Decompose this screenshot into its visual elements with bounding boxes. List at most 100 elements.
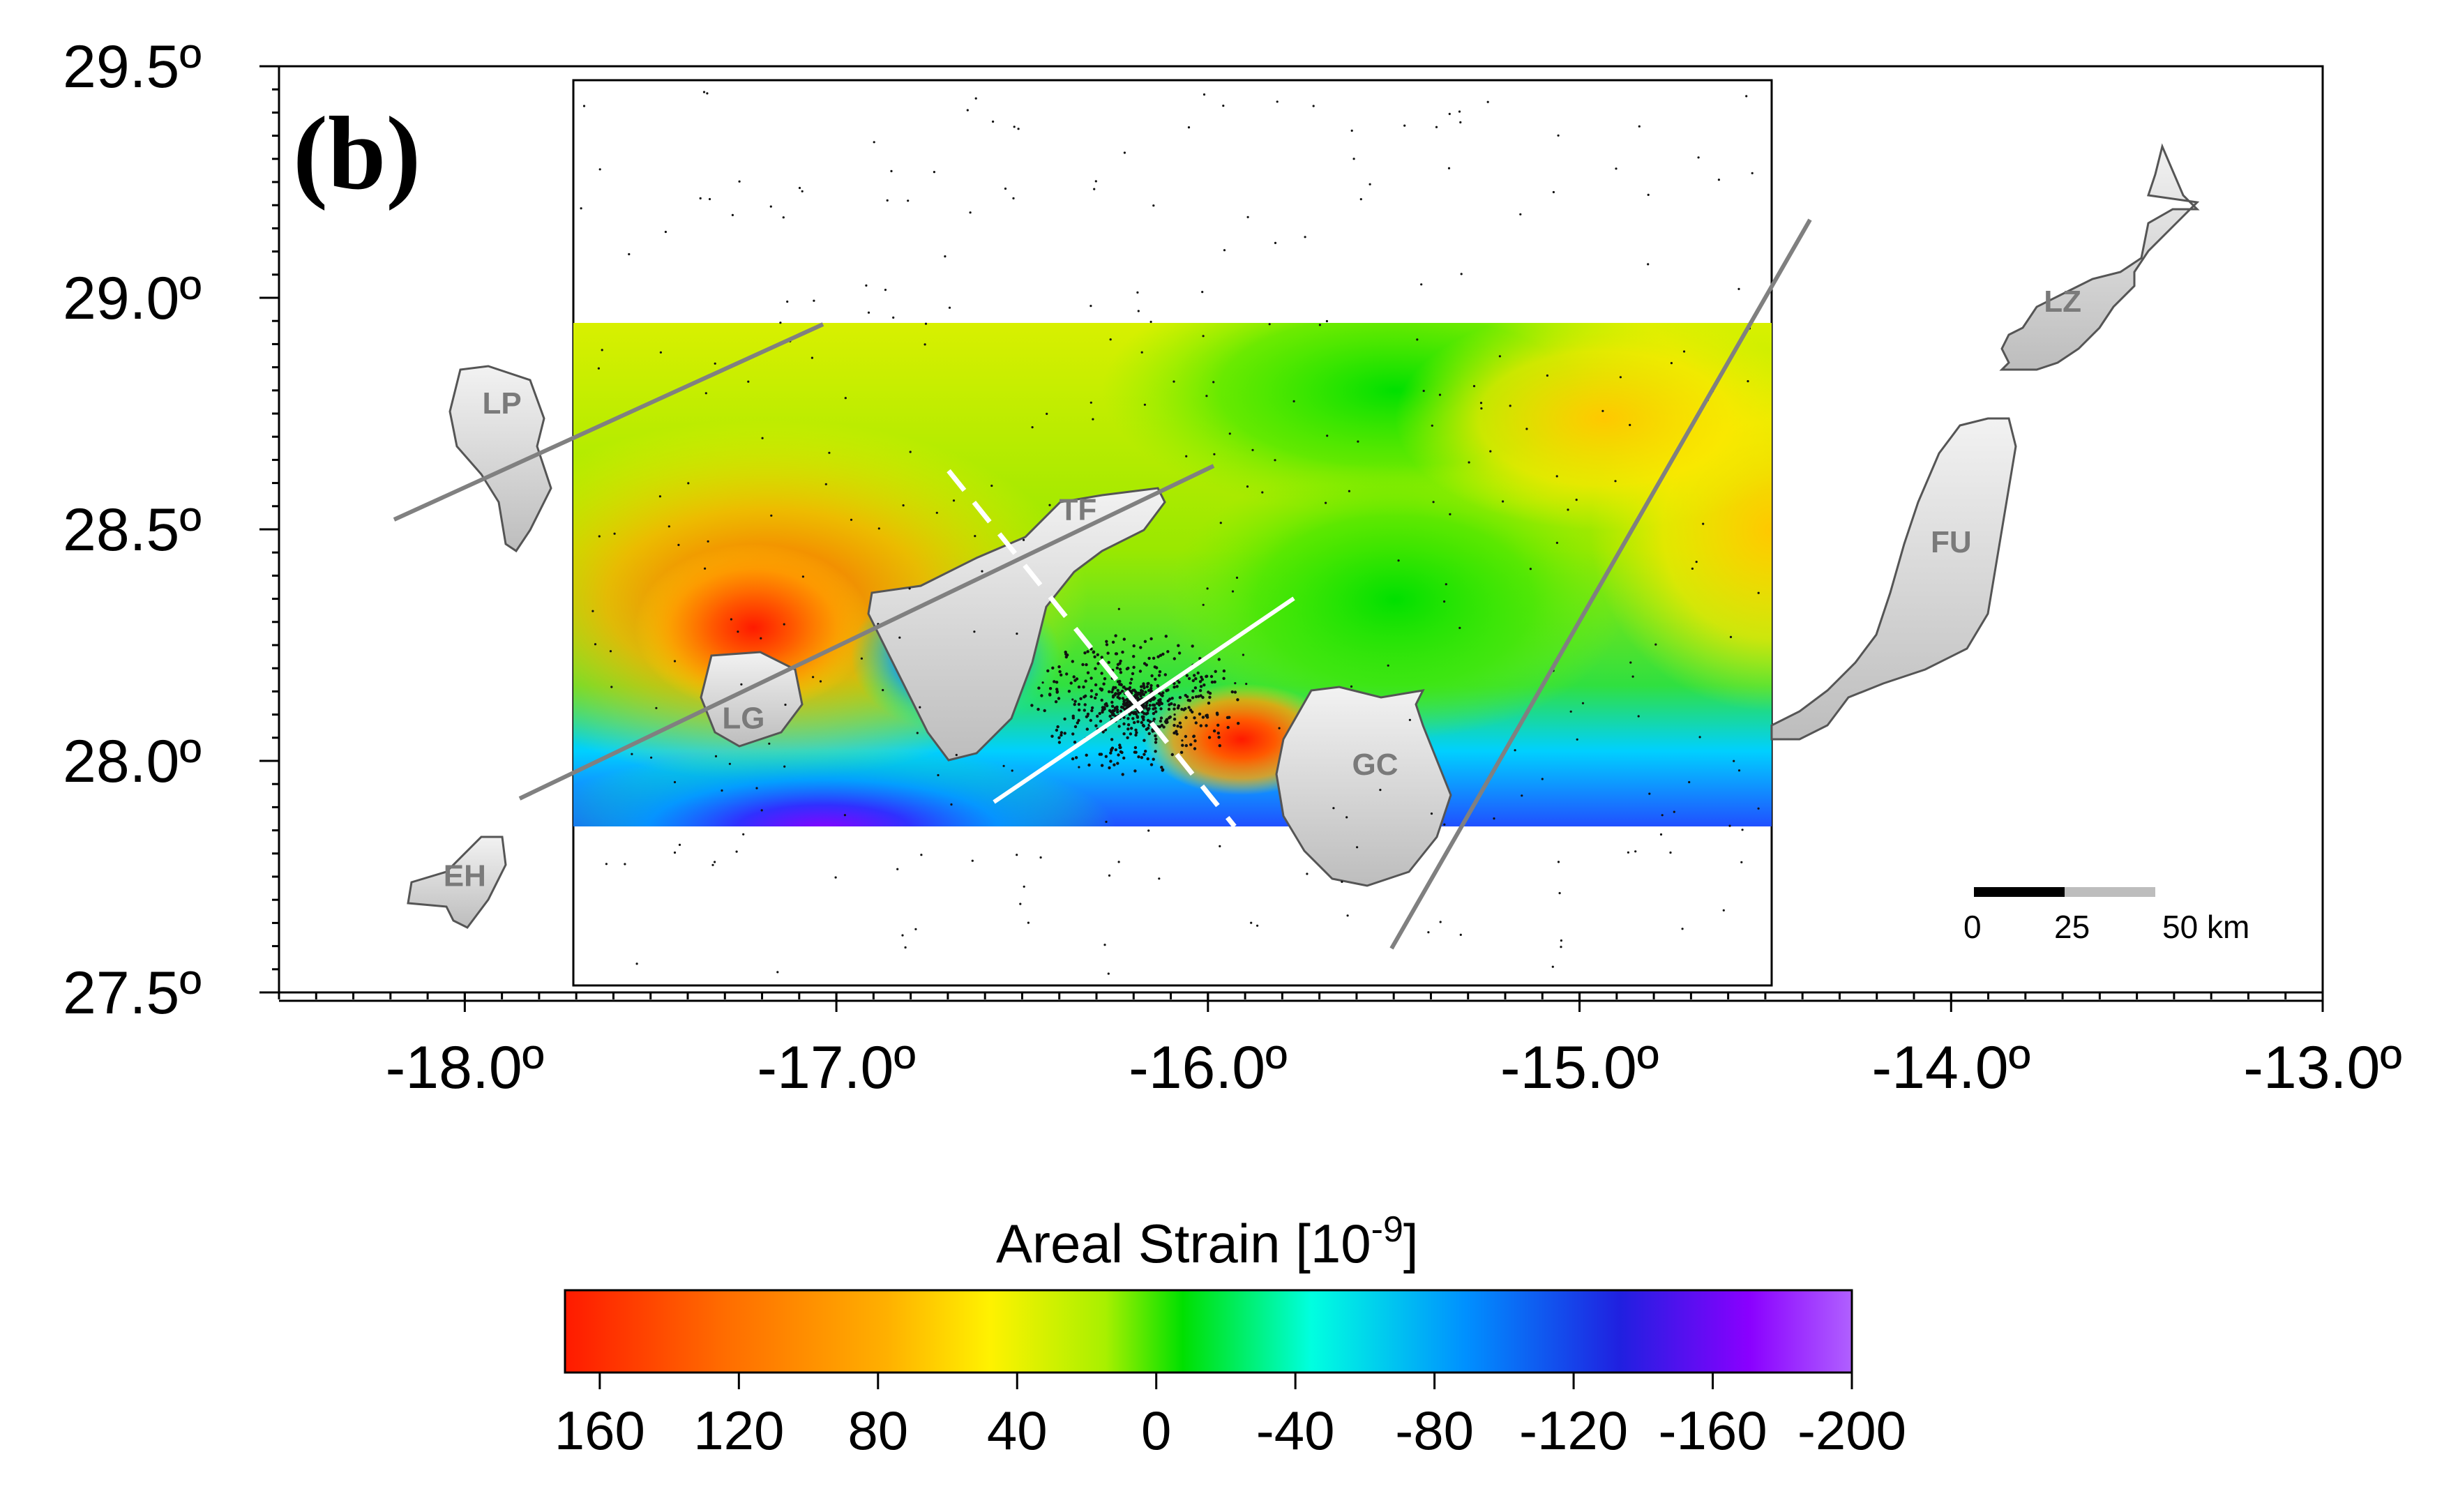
epicenter-dot — [1175, 685, 1179, 688]
epicenter-dot — [1077, 685, 1081, 689]
epicenter-dot — [1430, 812, 1433, 815]
epicenter-dot — [904, 946, 907, 949]
epicenter-dot — [1489, 450, 1492, 453]
epicenter-dot — [1278, 727, 1281, 729]
epicenter-dot — [1369, 183, 1371, 186]
epicenter-dot — [1126, 736, 1129, 740]
epicenter-dot — [677, 543, 680, 547]
epicenter-dot — [1136, 720, 1140, 724]
epicenter-dot — [813, 299, 815, 302]
epicenter-dot — [886, 199, 889, 202]
epicenter-dot — [1122, 756, 1126, 760]
epicenter-dot — [1063, 732, 1066, 735]
epicenter-dot — [1435, 126, 1438, 128]
epicenter-dot — [1202, 683, 1206, 687]
epicenter-dot — [1071, 757, 1075, 761]
epicenter-dot — [1387, 664, 1389, 667]
lon-tick-label: -18.0º — [386, 1034, 544, 1101]
epicenter-dot — [1073, 700, 1077, 703]
epicenter-dot — [1055, 688, 1059, 691]
epicenter-dot — [1521, 794, 1523, 797]
epicenter-dot — [1145, 663, 1149, 667]
island-lanzarote — [1999, 143, 2200, 371]
epicenter-dot — [1681, 928, 1684, 930]
epicenter-dot — [1181, 739, 1184, 742]
epicenter-dot — [1212, 729, 1216, 733]
epicenter-dot — [1529, 568, 1532, 570]
epicenter-dot — [1637, 715, 1640, 718]
epicenter-dot — [1117, 607, 1120, 610]
epicenter-dot — [659, 351, 663, 354]
epicenter-dot — [1234, 682, 1237, 685]
epicenter-dot — [601, 349, 603, 351]
epicenter-dot — [1420, 283, 1423, 286]
epicenter-dot — [974, 535, 977, 538]
epicenter-dot — [1176, 725, 1179, 728]
epicenter-dot — [1137, 310, 1140, 312]
epicenter-dot — [933, 171, 935, 174]
epicenter-dot — [1202, 603, 1205, 606]
epicenter-dot — [704, 392, 707, 395]
epicenter-dot — [1089, 305, 1092, 308]
epicenter-dot — [1071, 716, 1076, 720]
epicenter-dot — [769, 205, 772, 208]
epicenter-dot — [1019, 902, 1022, 905]
epicenter-dot — [1173, 686, 1176, 689]
epicenter-dot — [784, 703, 787, 706]
epicenter-dot — [673, 660, 677, 663]
epicenter-dot — [1132, 665, 1136, 669]
epicenter-dot — [1615, 167, 1618, 170]
epicenter-dot — [1004, 187, 1007, 190]
epicenter-dot — [1146, 708, 1150, 711]
epicenter-dot — [655, 706, 658, 709]
epicenter-dot — [1149, 683, 1153, 688]
epicenter-dot — [1175, 732, 1179, 736]
epicenter-dot — [1654, 643, 1657, 646]
epicenter-dot — [1149, 763, 1154, 766]
epicenter-dot — [1057, 741, 1062, 744]
epicenter-dot — [1089, 718, 1093, 723]
epicenter-dot — [1191, 710, 1194, 714]
epicenter-dot — [1557, 861, 1560, 863]
epicenter-dot — [1733, 759, 1735, 762]
epicenter-dot — [1688, 780, 1691, 784]
island-label-gc: GC — [1352, 748, 1398, 782]
epicenter-dot — [1443, 823, 1446, 826]
epicenter-dot — [1274, 459, 1276, 462]
epicenter-dot — [896, 868, 899, 870]
epicenter-dot — [673, 780, 677, 784]
lat-tick-label: 28.5º — [63, 497, 202, 564]
epicenter-dot — [812, 676, 815, 679]
epicenter-dot — [1115, 705, 1119, 709]
epicenter-dot — [782, 216, 785, 219]
epicenter-dot — [740, 683, 743, 686]
epicenter-dot — [1073, 702, 1076, 706]
scale-label-25: 25 — [2054, 909, 2090, 945]
epicenter-dot — [1143, 739, 1146, 742]
epicenter-dot — [1552, 190, 1555, 194]
epicenter-dot — [1173, 713, 1176, 716]
epicenter-dot — [1152, 656, 1156, 660]
epicenter-dot — [1348, 490, 1350, 492]
colorbar-tick-label: -40 — [1256, 1400, 1335, 1461]
epicenter-dot — [1136, 698, 1140, 702]
epicenter-dot — [1143, 753, 1146, 756]
epicenter-dot — [1094, 693, 1099, 696]
epicenter-dot — [1090, 709, 1094, 713]
epicenter-dot — [1173, 703, 1177, 706]
epicenter-dot — [1682, 350, 1686, 353]
epicenter-dot — [948, 306, 951, 309]
epicenter-dot — [801, 575, 804, 578]
epicenter-dot — [1119, 671, 1123, 674]
epicenter-dot — [1109, 338, 1112, 341]
epicenter-dot — [1226, 725, 1230, 729]
epicenter-dot — [1158, 877, 1161, 880]
epicenter-dot — [1085, 663, 1088, 667]
epicenter-dot — [1304, 236, 1306, 239]
epicenter-dot — [1133, 769, 1137, 773]
epicenter-dot — [1113, 709, 1116, 713]
epicenter-dot — [1113, 763, 1116, 766]
epicenter-dot — [1181, 743, 1184, 747]
epicenter-dot — [786, 300, 789, 303]
epicenter-dot — [1136, 716, 1140, 719]
